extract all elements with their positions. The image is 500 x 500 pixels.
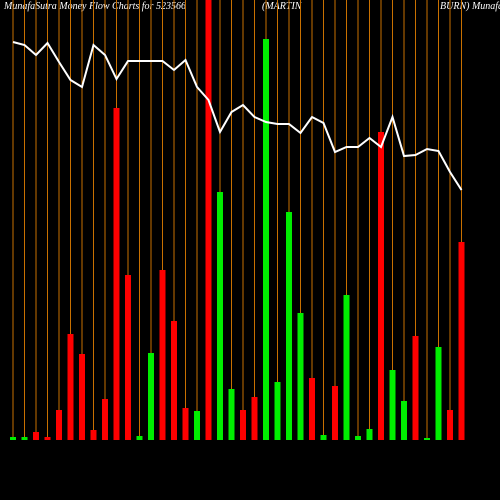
chart-subtitle: (MARTIN xyxy=(262,1,303,12)
bar xyxy=(182,408,189,440)
bar xyxy=(194,411,200,440)
bar xyxy=(297,313,304,440)
bar xyxy=(240,410,246,440)
bar xyxy=(113,108,120,440)
bar xyxy=(309,378,315,440)
bar xyxy=(435,347,442,440)
bar xyxy=(125,275,131,440)
bar xyxy=(44,437,51,440)
bar xyxy=(90,430,97,440)
bar xyxy=(102,399,108,440)
bar xyxy=(228,389,235,440)
bar xyxy=(171,321,177,440)
bar xyxy=(366,429,373,440)
bar xyxy=(320,435,327,440)
bar xyxy=(412,336,419,440)
bar xyxy=(378,132,384,440)
bar xyxy=(67,334,74,440)
bar xyxy=(274,382,281,440)
bar xyxy=(286,212,292,440)
bar xyxy=(355,436,361,440)
bar xyxy=(458,242,465,440)
chart-subtitle: BURN) MunafaSutra.com xyxy=(440,1,500,12)
bar xyxy=(263,39,269,440)
bar xyxy=(447,410,453,440)
bar xyxy=(401,401,407,440)
bar xyxy=(148,353,154,440)
bar xyxy=(389,370,396,440)
bar xyxy=(136,436,143,440)
bar xyxy=(79,354,85,440)
bar xyxy=(251,397,258,440)
bar xyxy=(21,437,28,440)
bar xyxy=(217,192,223,440)
chart-title: MunafaSutra Money Flow Charts for 523566 xyxy=(3,1,186,12)
bar xyxy=(343,295,350,440)
money-flow-line xyxy=(12,41,463,191)
bar xyxy=(56,410,62,440)
bar xyxy=(33,432,39,440)
bar xyxy=(10,437,16,440)
bar xyxy=(424,438,430,440)
bar xyxy=(205,0,212,440)
bar xyxy=(332,386,338,440)
bar xyxy=(159,270,166,440)
